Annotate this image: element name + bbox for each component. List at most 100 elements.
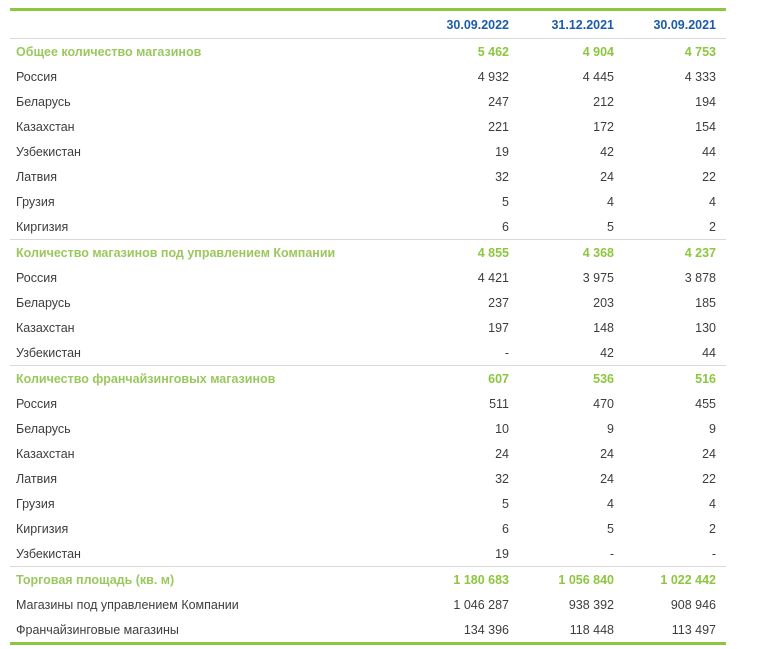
section-value: 516	[614, 365, 726, 391]
row-value: 148	[593, 320, 614, 335]
row-value: 19	[495, 546, 509, 561]
row-value: 5	[502, 194, 509, 209]
table-row: Россия 4 932 4 445 4 333	[10, 64, 726, 89]
row-value: 2	[709, 521, 716, 536]
row-label: Беларусь	[16, 295, 71, 310]
table-row: Казахстан 197 148 130	[10, 315, 726, 340]
row-value: 130	[695, 320, 716, 335]
table-row: Латвия 32 24 22	[10, 466, 726, 491]
row-value: 44	[702, 144, 716, 159]
row-value: 42	[600, 144, 614, 159]
row-label-column-header	[10, 9, 404, 39]
row-value: 2	[709, 219, 716, 234]
row-value: 938 392	[568, 597, 614, 612]
row-value: 22	[702, 169, 716, 184]
row-value: 118 448	[569, 622, 614, 637]
section-value: 536	[509, 365, 614, 391]
row-value: 4	[709, 194, 716, 209]
row-value: 4	[607, 496, 614, 511]
row-value: 24	[600, 169, 614, 184]
row-label: Беларусь	[16, 94, 71, 109]
row-label: Латвия	[16, 169, 57, 184]
table-row: Россия 511 470 455	[10, 391, 726, 416]
column-headers-row: 30.09.2022 31.12.2021 30.09.2021	[10, 9, 726, 39]
row-value: 237	[488, 295, 509, 310]
row-value: -	[504, 345, 509, 360]
row-label: Узбекистан	[16, 546, 81, 561]
section-value: 4 855	[404, 239, 509, 265]
row-label: Латвия	[16, 471, 57, 486]
section-title: Количество франчайзинговых магазинов	[10, 365, 404, 391]
table-row: Узбекистан - 42 44	[10, 340, 726, 366]
row-value: 4 932	[477, 69, 509, 84]
row-value: 197	[488, 320, 509, 335]
row-value: 5	[607, 521, 614, 536]
row-value: 6	[502, 219, 509, 234]
row-label: Узбекистан	[16, 345, 81, 360]
row-value: 19	[495, 144, 509, 159]
table-row: Беларусь 237 203 185	[10, 290, 726, 315]
row-value: 42	[600, 345, 614, 360]
section-header-row: Общее количество магазинов 5 462 4 904 4 75…	[10, 38, 726, 64]
row-value: 134 396	[463, 622, 509, 637]
section-value: 1 022 442	[614, 566, 726, 592]
row-value: 221	[488, 119, 509, 134]
row-value: 247	[488, 94, 509, 109]
row-value: 455	[695, 396, 716, 411]
table-row: Россия 4 421 3 975 3 878	[10, 265, 726, 290]
section-header-row: Торговая площадь (кв. м) 1 180 683 1 056 8…	[10, 566, 726, 592]
table-row: Латвия 32 24 22	[10, 164, 726, 189]
section-value: 607	[404, 365, 509, 391]
column-header-date-3: 30.09.2021	[614, 9, 726, 39]
row-label: Магазины под управлением Компании	[16, 597, 239, 612]
row-value: 3 878	[684, 270, 716, 285]
section-value: 5 462	[404, 38, 509, 64]
stores-table-container: 30.09.2022 31.12.2021 30.09.2021 Общее к…	[10, 8, 726, 645]
section-value: 4 237	[614, 239, 726, 265]
row-value: 10	[495, 421, 509, 436]
column-header-date-1: 30.09.2022	[404, 9, 509, 39]
row-value: 24	[600, 446, 614, 461]
section-header-row: Количество франчайзинговых магазинов 607 5…	[10, 365, 726, 391]
table-row: Грузия 5 4 4	[10, 189, 726, 214]
row-value: 185	[695, 295, 716, 310]
row-value: 154	[695, 119, 716, 134]
column-header-date-2: 31.12.2021	[509, 9, 614, 39]
section-title: Количество магазинов под управлением Ком…	[10, 239, 404, 265]
row-value: -	[609, 546, 614, 561]
section-value: 4 368	[509, 239, 614, 265]
row-label: Киргизия	[16, 521, 69, 536]
table-header: 30.09.2022 31.12.2021 30.09.2021	[10, 9, 726, 39]
row-value: 9	[607, 421, 614, 436]
row-value: 5	[502, 496, 509, 511]
table-body: Общее количество магазинов 5 462 4 904 4 75…	[10, 38, 726, 644]
row-value: 5	[607, 219, 614, 234]
row-value: 32	[495, 471, 509, 486]
row-value: 4 421	[477, 270, 509, 285]
table-row: Магазины под управлением Компании 1 046 2…	[10, 592, 726, 617]
section-title: Торговая площадь (кв. м)	[10, 566, 404, 592]
table-row: Беларусь 247 212 194	[10, 89, 726, 114]
row-value: -	[711, 546, 716, 561]
row-label: Узбекистан	[16, 144, 81, 159]
row-label: Казахстан	[16, 446, 75, 461]
table-row: Франчайзинговые магазины 134 396 118 448 11…	[10, 617, 726, 644]
row-value: 908 946	[670, 597, 716, 612]
row-label: Россия	[16, 69, 57, 84]
row-value: 511	[489, 396, 509, 411]
row-value: 24	[600, 471, 614, 486]
row-label: Грузия	[16, 194, 55, 209]
row-value: 203	[593, 295, 614, 310]
section-value: 4 753	[614, 38, 726, 64]
row-value: 3 975	[582, 270, 614, 285]
stores-table: 30.09.2022 31.12.2021 30.09.2021 Общее к…	[10, 8, 726, 645]
table-row: Узбекистан 19 42 44	[10, 139, 726, 164]
row-label: Россия	[16, 270, 57, 285]
row-value: 4 333	[684, 69, 716, 84]
row-label: Россия	[16, 396, 57, 411]
row-value: 1 046 287	[453, 597, 509, 612]
table-row: Казахстан 24 24 24	[10, 441, 726, 466]
row-label: Беларусь	[16, 421, 71, 436]
row-value: 24	[495, 446, 509, 461]
section-value: 4 904	[509, 38, 614, 64]
